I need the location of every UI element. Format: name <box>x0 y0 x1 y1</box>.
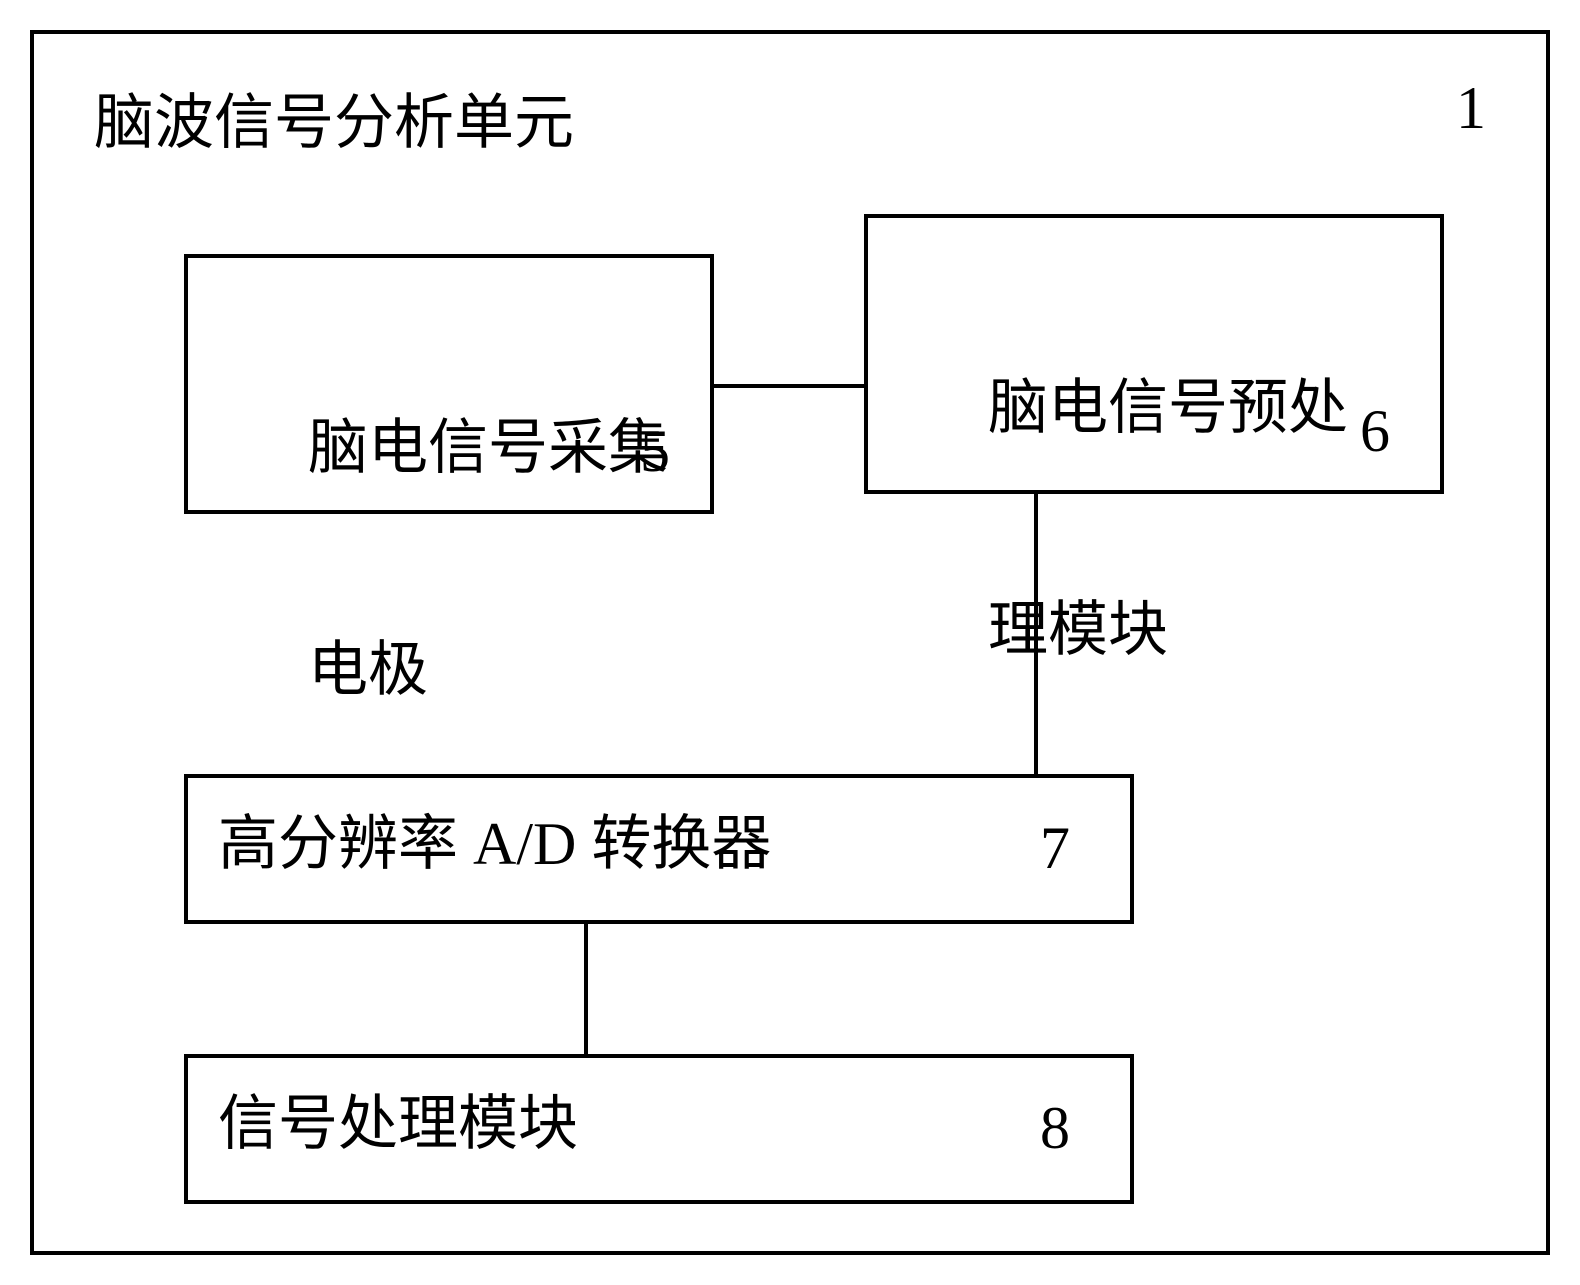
node-eeg-preprocessing-module: 脑电信号预处 理模块 6 <box>864 214 1444 494</box>
node-6-label-line1: 脑电信号预处 <box>988 375 1348 441</box>
node-6-label-line2: 理模块 <box>988 597 1168 663</box>
outer-container: 脑波信号分析单元 1 脑电信号采集 电极 5 脑电信号预处 理模块 6 高分辨率… <box>30 30 1550 1255</box>
node-5-number: 5 <box>640 417 670 486</box>
node-eeg-acquisition-electrode: 脑电信号采集 电极 5 <box>184 254 714 514</box>
node-5-label: 脑电信号采集 电极 <box>218 282 680 837</box>
node-signal-processing-module: 信号处理模块 8 <box>184 1054 1134 1204</box>
node-6-label: 脑电信号预处 理模块 <box>898 242 1410 797</box>
edge-7-to-8 <box>584 924 588 1054</box>
node-8-label: 信号处理模块 <box>218 1094 1100 1154</box>
node-5-label-line1: 脑电信号采集 <box>308 415 668 481</box>
unit-title: 脑波信号分析单元 <box>94 90 574 156</box>
node-5-label-line2: 电极 <box>308 637 428 703</box>
unit-number: 1 <box>1456 74 1486 143</box>
node-8-number: 8 <box>1040 1094 1070 1163</box>
node-7-label: 高分辨率 A/D 转换器 <box>218 814 1100 874</box>
node-high-res-ad-converter: 高分辨率 A/D 转换器 7 <box>184 774 1134 924</box>
edge-5-to-6 <box>714 384 864 388</box>
node-6-number: 6 <box>1360 397 1390 466</box>
unit-title-row: 脑波信号分析单元 1 <box>94 74 1486 161</box>
node-7-number: 7 <box>1040 814 1070 883</box>
edge-6-to-7 <box>1034 494 1038 774</box>
